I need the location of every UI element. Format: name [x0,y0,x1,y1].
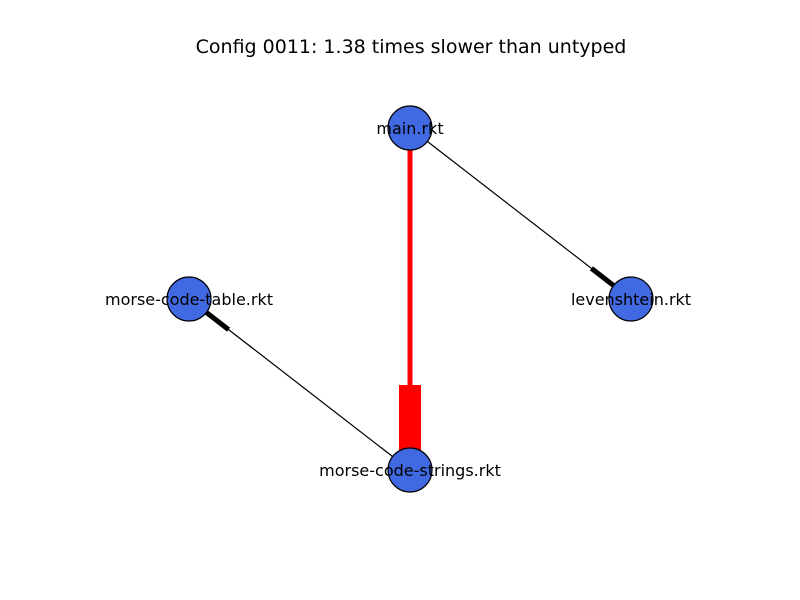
node-main [387,105,433,151]
node-label-main: main.rkt [376,119,443,138]
node-label-strings: morse-code-strings.rkt [319,461,501,480]
nodes-layer [166,105,654,493]
node-levenshtein [608,276,654,322]
node-table [166,276,212,322]
graph-title: Config 0011: 1.38 times slower than unty… [196,36,627,58]
node-label-levenshtein: levenshtein.rkt [571,290,691,309]
edge-strings-table [188,298,411,471]
node-label-table: morse-code-table.rkt [105,290,273,309]
edge-arrowhead [203,309,231,332]
edge-arrowhead [589,266,617,289]
edges-layer [188,127,632,471]
edge-main-levenshtein [409,127,632,300]
labels-layer: main.rkt levenshtein.rkt morse-code-table.… [105,119,691,480]
node-strings [387,447,433,493]
